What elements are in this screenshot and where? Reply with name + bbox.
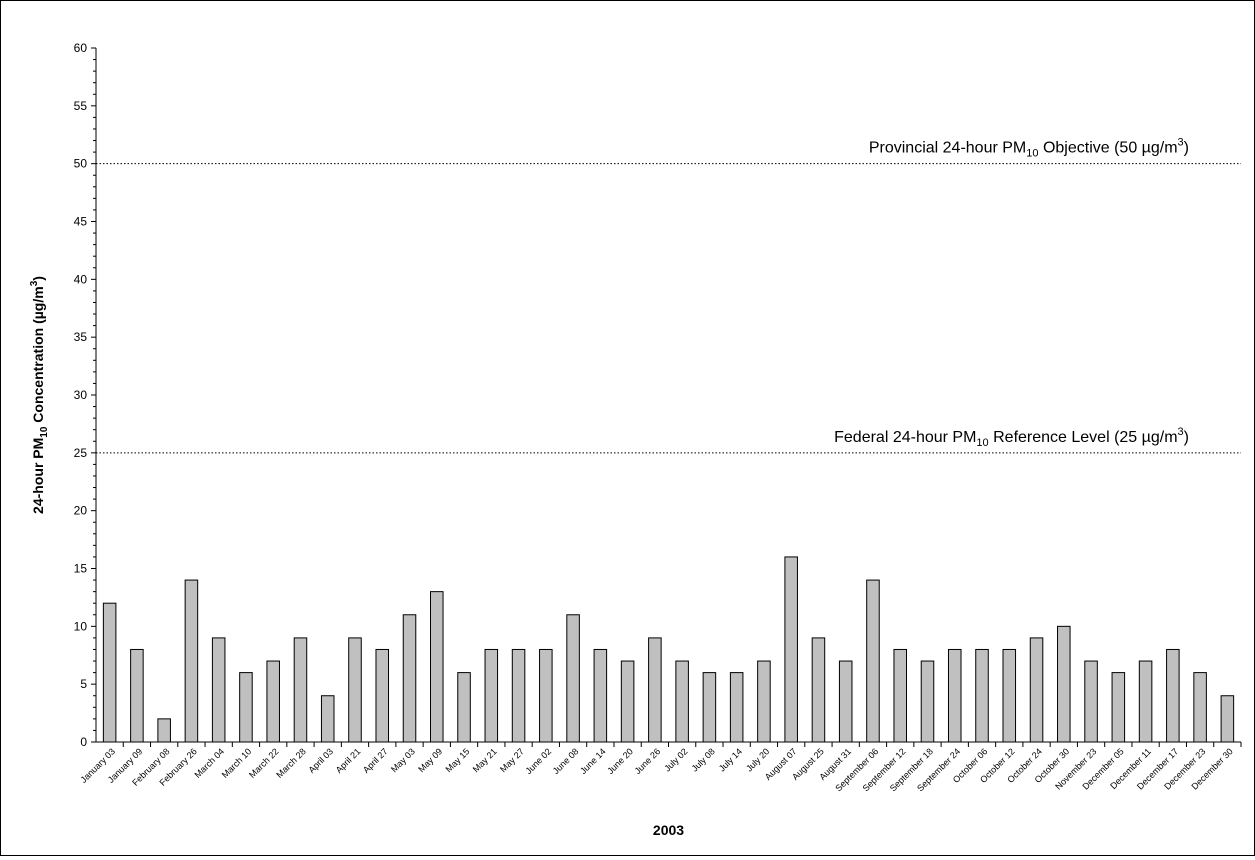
bar	[729, 672, 744, 743]
y-tick-label: 60	[74, 41, 88, 55]
y-axis-title: 24-hour PM10 Concentration (µg/m3)	[29, 276, 50, 514]
bar	[838, 660, 853, 743]
bar	[784, 556, 798, 743]
reference-lines	[96, 163, 1241, 454]
x-tick-label: April 27	[361, 746, 390, 775]
bar	[1057, 625, 1071, 743]
y-tick-label: 55	[74, 99, 88, 113]
x-tick-label: June 20	[605, 746, 635, 776]
bar	[184, 579, 199, 743]
x-tick-label: March 28	[274, 746, 308, 780]
y-tick-label: 25	[74, 446, 88, 460]
y-tick-label: 35	[74, 330, 88, 344]
federal-reference-level-label: Federal 24-hour PM10 Reference Level (25…	[834, 426, 1189, 449]
bar	[702, 672, 717, 743]
x-tick-label: June 02	[524, 746, 554, 776]
x-axis-title: 2003	[653, 822, 684, 838]
y-tick-label: 45	[74, 215, 88, 229]
bar	[893, 648, 907, 743]
x-tick-label: June 14	[578, 746, 608, 776]
bar	[511, 648, 526, 743]
bar	[266, 660, 280, 743]
x-tick-label: May 03	[389, 746, 417, 774]
y-tick-label: 20	[74, 504, 88, 518]
bar	[539, 648, 553, 743]
bar	[239, 672, 253, 743]
bar	[675, 660, 689, 743]
x-tick-label: April 21	[334, 746, 363, 775]
bar-series	[102, 556, 1235, 743]
y-axis-ticks: 0 5 10 15 20 25 30 35 40 45 50 55 60	[74, 41, 96, 749]
y-tick-label: 5	[80, 677, 87, 691]
x-tick-label: April 03	[306, 746, 335, 775]
bar	[1166, 648, 1180, 743]
bar	[866, 579, 880, 743]
y-tick-label: 50	[74, 157, 88, 171]
bar	[211, 637, 226, 743]
bar	[375, 648, 390, 743]
x-tick-label: July 02	[662, 746, 689, 773]
bar	[1111, 672, 1126, 743]
bar	[402, 614, 417, 743]
bar	[811, 637, 826, 743]
bar	[157, 718, 171, 743]
bar	[430, 591, 444, 743]
bar	[975, 648, 989, 743]
x-tick-label: May 09	[416, 746, 444, 774]
bar	[1084, 660, 1098, 743]
x-tick-label: June 08	[551, 746, 581, 776]
bar	[920, 660, 935, 743]
x-tick-label: July 14	[717, 746, 744, 773]
bar	[1138, 660, 1153, 743]
bar	[1193, 672, 1207, 743]
bar	[620, 660, 635, 743]
x-tick-label: June 26	[633, 746, 663, 776]
bar	[348, 637, 362, 743]
bar	[1002, 648, 1017, 743]
bar	[293, 637, 308, 743]
bar	[102, 602, 117, 743]
bar	[1220, 695, 1235, 743]
bar	[484, 648, 499, 743]
bar	[130, 648, 144, 743]
provincial-objective-label: Provincial 24-hour PM10 Objective (50 µg…	[869, 137, 1189, 160]
y-tick-label: 0	[80, 735, 87, 749]
y-tick-label: 40	[74, 272, 88, 286]
x-tick-label: May 15	[444, 746, 472, 774]
x-tick-label: May 21	[471, 746, 499, 774]
bar	[947, 648, 962, 743]
bar	[593, 648, 608, 743]
x-tick-label: May 27	[498, 746, 526, 774]
y-tick-label: 30	[74, 388, 88, 402]
y-tick-label: 15	[74, 562, 88, 576]
bar	[1029, 637, 1044, 743]
bar	[457, 672, 471, 743]
y-tick-label: 10	[74, 619, 88, 633]
x-tick-label: July 08	[690, 746, 717, 773]
bar	[320, 695, 335, 743]
bar	[757, 660, 771, 743]
bar	[566, 614, 580, 743]
bar	[648, 637, 662, 743]
